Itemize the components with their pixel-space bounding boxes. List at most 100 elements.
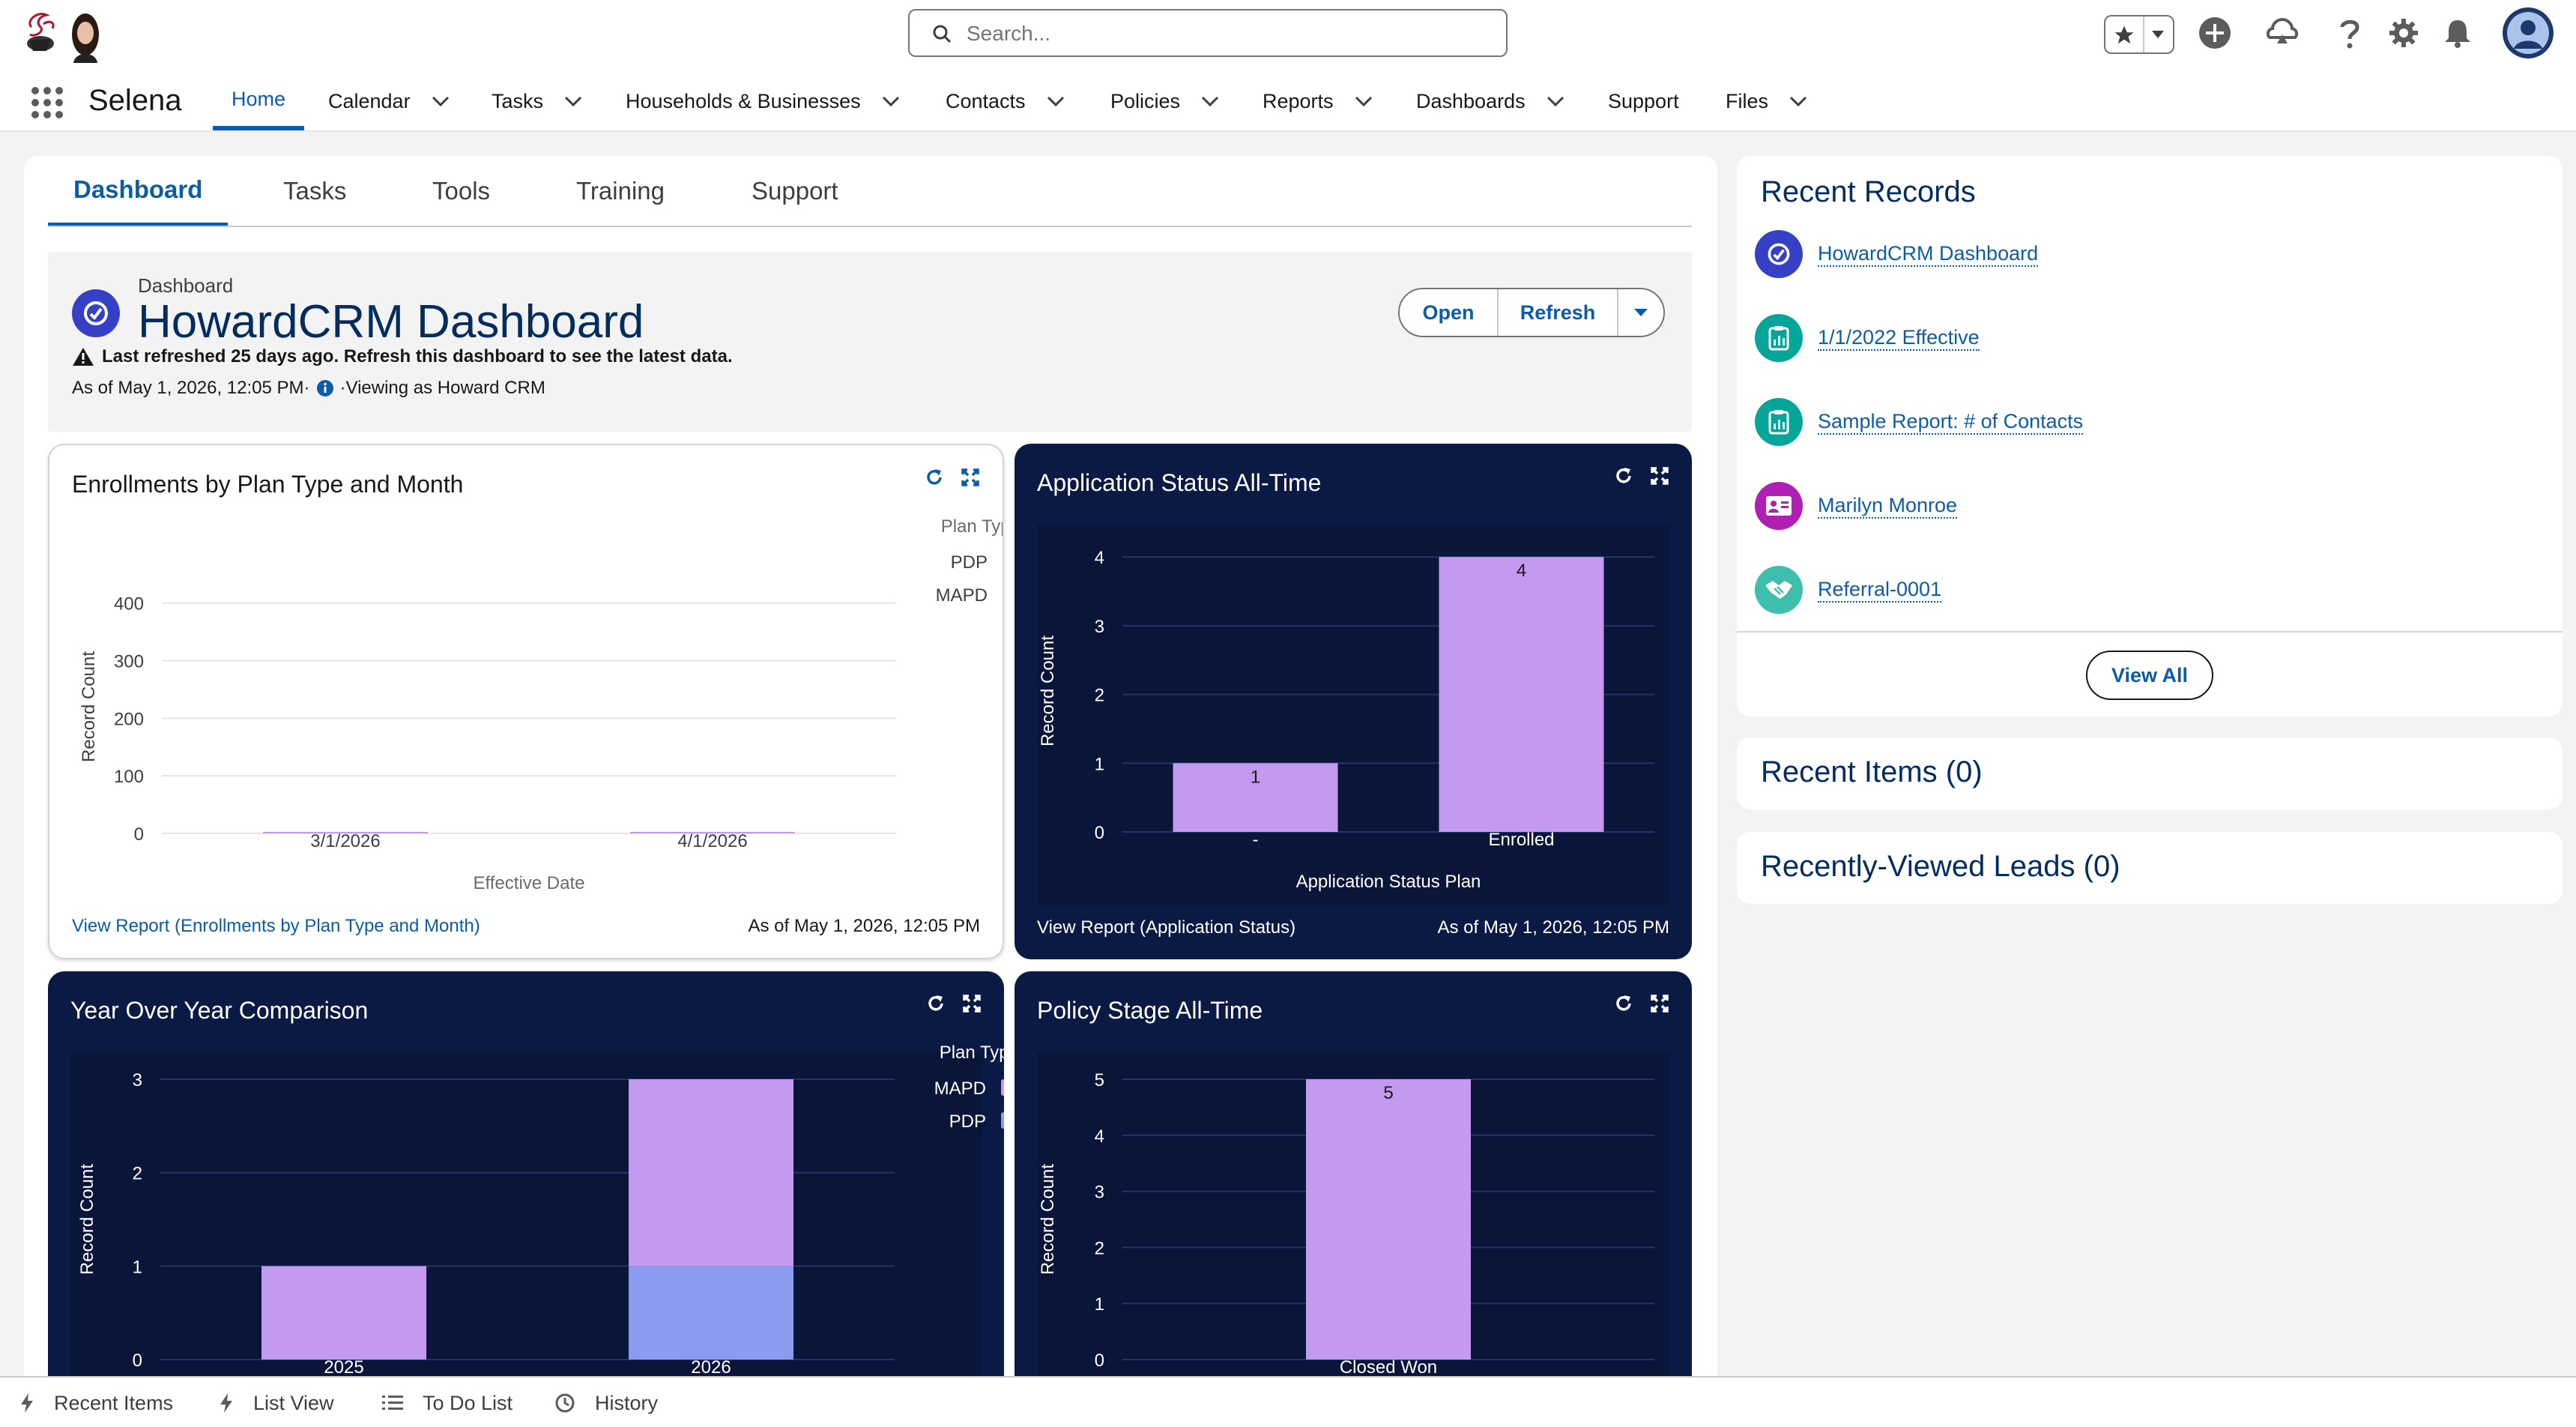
button-divider [1617, 289, 1618, 336]
chevron-down-icon[interactable] [564, 96, 582, 106]
view-all-button[interactable]: View All [2086, 651, 2213, 700]
global-search-box[interactable] [908, 9, 1508, 57]
favorites-button-group[interactable] [2104, 15, 2174, 54]
nav-label: Reports [1263, 89, 1334, 112]
nav-calendar[interactable]: Calendar [328, 72, 450, 130]
recent-record-link[interactable]: Marilyn Monroe [1818, 494, 1958, 519]
app-launcher-icon[interactable] [30, 85, 64, 124]
help-icon[interactable] [2330, 13, 2369, 52]
utility-history[interactable]: History [554, 1388, 658, 1418]
expand-icon[interactable] [1650, 994, 1669, 1013]
chart-timestamp: As of May 1, 2026, 12:05 PM [748, 916, 980, 936]
tab-dashboard[interactable]: Dashboard [48, 156, 229, 226]
recent-items-title[interactable]: Recent Items (0) [1761, 755, 1983, 788]
recent-record-link[interactable]: Referral-0001 [1818, 578, 1942, 603]
info-icon[interactable] [316, 379, 334, 397]
favorites-dropdown-icon[interactable] [2150, 28, 2165, 40]
nav-label: Support [1608, 89, 1679, 112]
refresh-icon[interactable] [925, 468, 944, 487]
tab-training[interactable]: Training [576, 156, 665, 226]
recent-record-item[interactable]: Marilyn Monroe [1755, 480, 1958, 532]
y-axis-label: Record Count [1038, 1164, 1058, 1275]
chevron-down-icon[interactable] [432, 96, 450, 106]
chevron-down-icon[interactable] [882, 96, 900, 106]
legend-label: MAPD [934, 1078, 986, 1099]
y-tick-label: 0 [1095, 823, 1104, 843]
policy-stage-chart: 0 1 2 3 4 5 Record Count Closed Won 5 [1038, 1070, 1654, 1378]
nav-files[interactable]: Files [1726, 72, 1807, 130]
y-tick-label: 3 [1095, 617, 1104, 637]
refresh-icon[interactable] [1614, 994, 1633, 1013]
recent-leads-title[interactable]: Recently-Viewed Leads (0) [1761, 850, 2120, 883]
expand-icon[interactable] [1650, 466, 1669, 486]
y-tick-label: 400 [114, 594, 144, 615]
y-tick-label: 0 [133, 1351, 142, 1371]
expand-icon[interactable] [961, 468, 980, 487]
more-actions-button[interactable] [1618, 289, 1663, 336]
nav-reports[interactable]: Reports [1263, 72, 1373, 130]
y-tick-label: 4 [1095, 548, 1104, 568]
tab-label: Support [752, 177, 838, 205]
chevron-down-icon[interactable] [1546, 96, 1564, 106]
chevron-down-icon[interactable] [1355, 96, 1373, 106]
recent-record-item[interactable]: HowardCRM Dashboard [1755, 228, 2039, 280]
recent-record-item[interactable]: 1/1/2022 Effective [1755, 312, 1980, 364]
user-avatar[interactable] [2501, 6, 2555, 60]
recent-record-link[interactable]: Sample Report: # of Contacts [1818, 410, 2084, 435]
setup-gear-icon[interactable] [2384, 13, 2423, 52]
chevron-down-icon[interactable] [1047, 96, 1065, 106]
nav-support[interactable]: Support [1608, 72, 1679, 130]
recent-record-link[interactable]: 1/1/2022 Effective [1818, 326, 1980, 351]
open-button[interactable]: Open [1400, 289, 1497, 336]
tab-support[interactable]: Support [752, 156, 838, 226]
nav-dashboards[interactable]: Dashboards [1416, 72, 1564, 130]
refresh-button[interactable]: Refresh [1499, 289, 1617, 336]
warning-icon [73, 348, 94, 366]
trailhead-icon[interactable] [2263, 13, 2302, 52]
recent-record-item[interactable]: Referral-0001 [1755, 564, 1942, 616]
utility-list-view[interactable]: List View [219, 1388, 334, 1418]
chart-card-policy-stage: Policy Stage All-Time 0 1 2 3 4 5 Record Count… [1015, 971, 1692, 1421]
nav-label: Policies [1110, 89, 1181, 112]
refresh-icon[interactable] [926, 994, 946, 1013]
view-report-link[interactable]: View Report (Enrollments by Plan Type an… [72, 916, 480, 936]
search-input[interactable] [967, 19, 1491, 48]
lightning-icon [21, 1393, 33, 1413]
expand-icon[interactable] [962, 994, 982, 1013]
y-tick-label: 0 [134, 824, 144, 845]
y-tick-label: 1 [133, 1257, 142, 1277]
favorites-star-icon[interactable] [2113, 24, 2135, 46]
chevron-down-icon[interactable] [1789, 96, 1807, 106]
nav-label: Home [232, 87, 286, 110]
notifications-bell-icon[interactable] [2438, 13, 2477, 52]
tab-tasks[interactable]: Tasks [283, 156, 346, 226]
year-over-year-chart: 0 1 2 3 Record Count 2025 2026 Plan Type MAPD PDP [77, 1043, 1004, 1378]
y-tick-label: 3 [133, 1070, 142, 1090]
tab-tools[interactable]: Tools [432, 156, 490, 226]
nav-contacts[interactable]: Contacts [946, 72, 1065, 130]
global-create-icon[interactable] [2195, 13, 2234, 52]
utility-recent-items[interactable]: Recent Items [19, 1388, 173, 1418]
utility-to-do-list[interactable]: To Do List [382, 1388, 513, 1418]
tab-label: Training [576, 177, 665, 205]
org-logo[interactable] [21, 4, 108, 63]
legend-swatch [1001, 1079, 1004, 1096]
view-report-link[interactable]: View Report (Application Status) [1037, 917, 1296, 938]
bar [629, 1079, 793, 1267]
recent-record-item[interactable]: Sample Report: # of Contacts [1755, 396, 2084, 448]
recent-record-link[interactable]: HowardCRM Dashboard [1818, 242, 2039, 267]
nav-tasks[interactable]: Tasks [492, 72, 582, 130]
refresh-icon[interactable] [1614, 466, 1633, 486]
nav-policies[interactable]: Policies [1110, 72, 1219, 130]
viewing-as-text: ·Viewing as Howard CRM [339, 378, 545, 398]
nav-households-businesses[interactable]: Households & Businesses [626, 72, 900, 130]
nav-home[interactable]: Home [213, 72, 305, 130]
x-tick-label: 4/1/2026 [677, 831, 747, 851]
legend-label: MAPD [936, 585, 988, 606]
bar [263, 832, 428, 833]
y-tick-label: 4 [1095, 1126, 1104, 1147]
chevron-down-icon[interactable] [1201, 96, 1219, 106]
report-icon [1755, 314, 1803, 362]
y-tick-label: 100 [114, 767, 144, 787]
dashboard-type-label: Dashboard [138, 274, 234, 297]
